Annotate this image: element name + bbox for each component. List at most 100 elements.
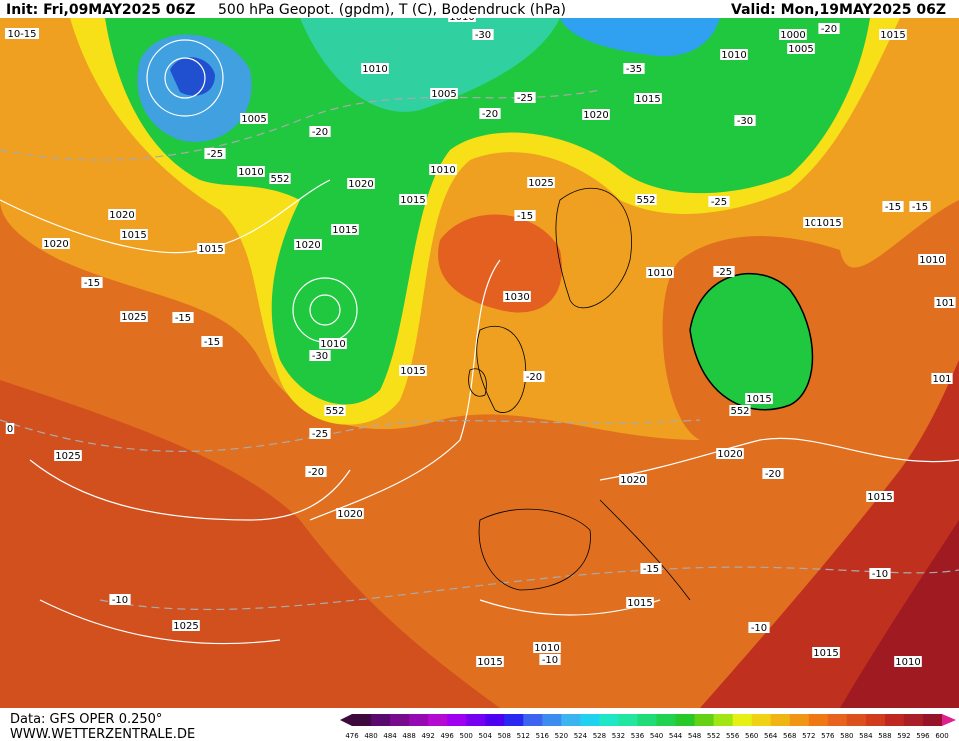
contour-label: 1015 [400, 366, 425, 377]
contour-label: 1015 [627, 598, 652, 609]
contour-label: 1010 [430, 165, 455, 176]
contour-label-box [319, 338, 347, 349]
contour-label-box [479, 108, 501, 119]
colorbar-label: 580 [840, 732, 853, 740]
contour-label: -25 [711, 197, 727, 208]
contour-label: 552 [730, 406, 749, 417]
colorbar-swatch [428, 714, 448, 726]
colorbar-label: 516 [536, 732, 550, 740]
colorbar-label: 544 [669, 732, 683, 740]
contour-label: -30 [737, 116, 753, 127]
colorbar-label: 548 [688, 732, 701, 740]
colorbar-swatch [770, 714, 791, 726]
colorbar-label: 484 [383, 732, 397, 740]
colorbar-label: 500 [460, 732, 473, 740]
colorbar-swatch [523, 714, 543, 726]
contour-label: 1020 [337, 509, 362, 520]
colorbar-swatch [694, 714, 715, 726]
contour-label-box [720, 49, 748, 60]
contour-label: 1015 [635, 94, 660, 105]
data-source: Data: GFS OPER 0.250° [10, 712, 162, 727]
colorbar-swatch [827, 714, 848, 726]
colorbar-swatch [751, 714, 772, 726]
contour-label: -10 [542, 655, 558, 666]
contour-label: 552 [636, 195, 655, 206]
init-time: Init: Fri,09MAY2025 06Z [6, 2, 195, 18]
contour-label-box [879, 29, 907, 40]
contour-label-box [539, 654, 561, 665]
contour-label: 1020 [295, 240, 320, 251]
contour-label-box [762, 468, 784, 479]
contour-label-box [708, 196, 730, 207]
colorbar-label: 592 [897, 732, 910, 740]
colorbar-swatch [485, 714, 505, 726]
contour-label: 1020 [348, 179, 373, 190]
contour-label: 101 [932, 374, 951, 385]
contour-label: 1005 [431, 89, 456, 100]
contour-label-box [934, 297, 956, 308]
colorbar-label: 552 [707, 732, 720, 740]
contour-label-box [623, 63, 645, 74]
contour-label: 1020 [43, 239, 68, 250]
colorbar-label: 504 [479, 732, 493, 740]
hot-core [840, 520, 959, 708]
contour-label-box [172, 312, 194, 323]
colorbar-swatch [789, 714, 810, 726]
colorbar-label: 540 [650, 732, 663, 740]
contour-label-box [309, 126, 331, 137]
colorbar-swatch [713, 714, 734, 726]
colorbar-label: 556 [726, 732, 740, 740]
contour-label-box [523, 371, 545, 382]
colorbar-label: 584 [859, 732, 873, 740]
contour-label: 1020 [717, 449, 742, 460]
contour-label-box [81, 277, 103, 288]
cyan-zone [300, 18, 560, 112]
colorbar-swatch [732, 714, 753, 726]
contour-label: 552 [270, 174, 289, 185]
contour-label-box [716, 448, 744, 459]
contour-label-box [527, 177, 555, 188]
map [0, 18, 959, 708]
contour-label: 1025 [55, 451, 80, 462]
contour-label-box [347, 178, 375, 189]
contour-label-box [240, 113, 268, 124]
contour-label-box [734, 115, 756, 126]
colorbar-label: 532 [612, 732, 625, 740]
contour-label-box [201, 336, 223, 347]
colorbar-label: 508 [498, 732, 511, 740]
contour-label: 1010 [721, 50, 746, 61]
contour-label: 1020 [583, 110, 608, 121]
colorbar-swatch [846, 714, 867, 726]
colorbar-label: 560 [745, 732, 758, 740]
contour-label-box [866, 491, 894, 502]
contour-label-box [894, 656, 922, 667]
contour-label: 1015 [867, 492, 892, 503]
contour-label-box [869, 568, 891, 579]
contour-label: 1015 [400, 195, 425, 206]
colorbar-swatch [466, 714, 486, 726]
contour-label-box [909, 201, 931, 212]
contour-label-box [120, 229, 148, 240]
contour-label: -35 [626, 64, 642, 75]
contour-label-box [779, 29, 807, 40]
contour-label: 1005 [241, 114, 266, 125]
colorbar-label: 600 [935, 732, 948, 740]
contour-label: -20 [765, 469, 781, 480]
contour-label: -25 [716, 267, 732, 278]
contour-label: 1010 [534, 643, 559, 654]
colorbar-label: 564 [764, 732, 778, 740]
contour-label: -15 [84, 278, 100, 289]
colorbar-label: 476 [345, 732, 359, 740]
contour-label-box [309, 428, 331, 439]
contour-label-box [237, 166, 265, 177]
contour-label-box [748, 622, 770, 633]
map-title: 500 hPa Geopot. (gpdm), T (C), Bodendruc… [218, 2, 566, 18]
site-url: WWW.WETTERZENTRALE.DE [10, 727, 195, 741]
contour-label: -20 [482, 109, 498, 120]
colorbar-swatch [599, 714, 619, 726]
colorbar-label: 572 [802, 732, 815, 740]
contour-label: -10 [872, 569, 888, 580]
colorbar-arrow-right [942, 714, 956, 726]
contour-label-box [54, 450, 82, 461]
